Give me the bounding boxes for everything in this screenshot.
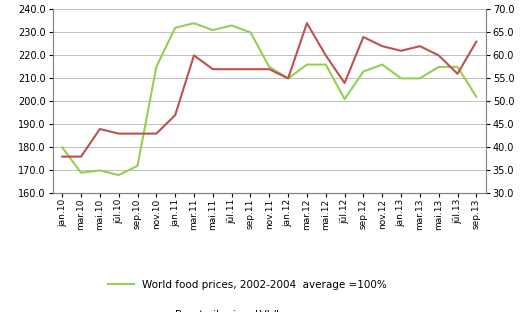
Brent oil price, LVL/bar — [473, 40, 479, 43]
World food prices, 2002-2004  average =100% — [436, 65, 442, 69]
World food prices, 2002-2004  average =100% — [266, 65, 272, 69]
World food prices, 2002-2004  average =100% — [229, 24, 235, 27]
Brent oil price, LVL/bar — [285, 76, 291, 80]
Brent oil price, LVL/bar — [455, 72, 461, 76]
Brent oil price, LVL/bar — [304, 21, 310, 25]
World food prices, 2002-2004  average =100% — [473, 95, 479, 99]
Brent oil price, LVL/bar — [134, 132, 140, 135]
Legend: Brent oil price, LVL/bar: Brent oil price, LVL/bar — [137, 305, 298, 312]
World food prices, 2002-2004  average =100% — [360, 70, 366, 73]
Brent oil price, LVL/bar — [210, 67, 216, 71]
Brent oil price, LVL/bar — [436, 54, 442, 57]
World food prices, 2002-2004  average =100% — [210, 28, 216, 32]
World food prices, 2002-2004  average =100% — [398, 76, 404, 80]
World food prices, 2002-2004  average =100% — [304, 63, 310, 66]
World food prices, 2002-2004  average =100% — [59, 145, 65, 149]
World food prices, 2002-2004  average =100% — [417, 76, 423, 80]
Brent oil price, LVL/bar — [78, 155, 84, 158]
Brent oil price, LVL/bar — [97, 127, 103, 131]
Brent oil price, LVL/bar — [398, 49, 404, 53]
Brent oil price, LVL/bar — [153, 132, 159, 135]
Line: World food prices, 2002-2004  average =100%: World food prices, 2002-2004 average =10… — [62, 23, 476, 175]
Brent oil price, LVL/bar — [247, 67, 253, 71]
World food prices, 2002-2004  average =100% — [153, 65, 159, 69]
Brent oil price, LVL/bar — [417, 44, 423, 48]
Brent oil price, LVL/bar — [323, 54, 329, 57]
World food prices, 2002-2004  average =100% — [455, 65, 461, 69]
World food prices, 2002-2004  average =100% — [134, 164, 140, 168]
World food prices, 2002-2004  average =100% — [172, 26, 178, 30]
Line: Brent oil price, LVL/bar: Brent oil price, LVL/bar — [62, 23, 476, 157]
World food prices, 2002-2004  average =100% — [285, 76, 291, 80]
World food prices, 2002-2004  average =100% — [247, 31, 253, 34]
Brent oil price, LVL/bar — [59, 155, 65, 158]
World food prices, 2002-2004  average =100% — [78, 171, 84, 175]
World food prices, 2002-2004  average =100% — [379, 63, 385, 66]
Brent oil price, LVL/bar — [172, 113, 178, 117]
Brent oil price, LVL/bar — [342, 81, 348, 85]
Brent oil price, LVL/bar — [379, 44, 385, 48]
Brent oil price, LVL/bar — [266, 67, 272, 71]
Brent oil price, LVL/bar — [116, 132, 122, 135]
World food prices, 2002-2004  average =100% — [191, 21, 197, 25]
World food prices, 2002-2004  average =100% — [342, 97, 348, 101]
World food prices, 2002-2004  average =100% — [116, 173, 122, 177]
Brent oil price, LVL/bar — [229, 67, 235, 71]
Brent oil price, LVL/bar — [360, 35, 366, 39]
World food prices, 2002-2004  average =100% — [97, 168, 103, 172]
World food prices, 2002-2004  average =100% — [323, 63, 329, 66]
Brent oil price, LVL/bar — [191, 54, 197, 57]
